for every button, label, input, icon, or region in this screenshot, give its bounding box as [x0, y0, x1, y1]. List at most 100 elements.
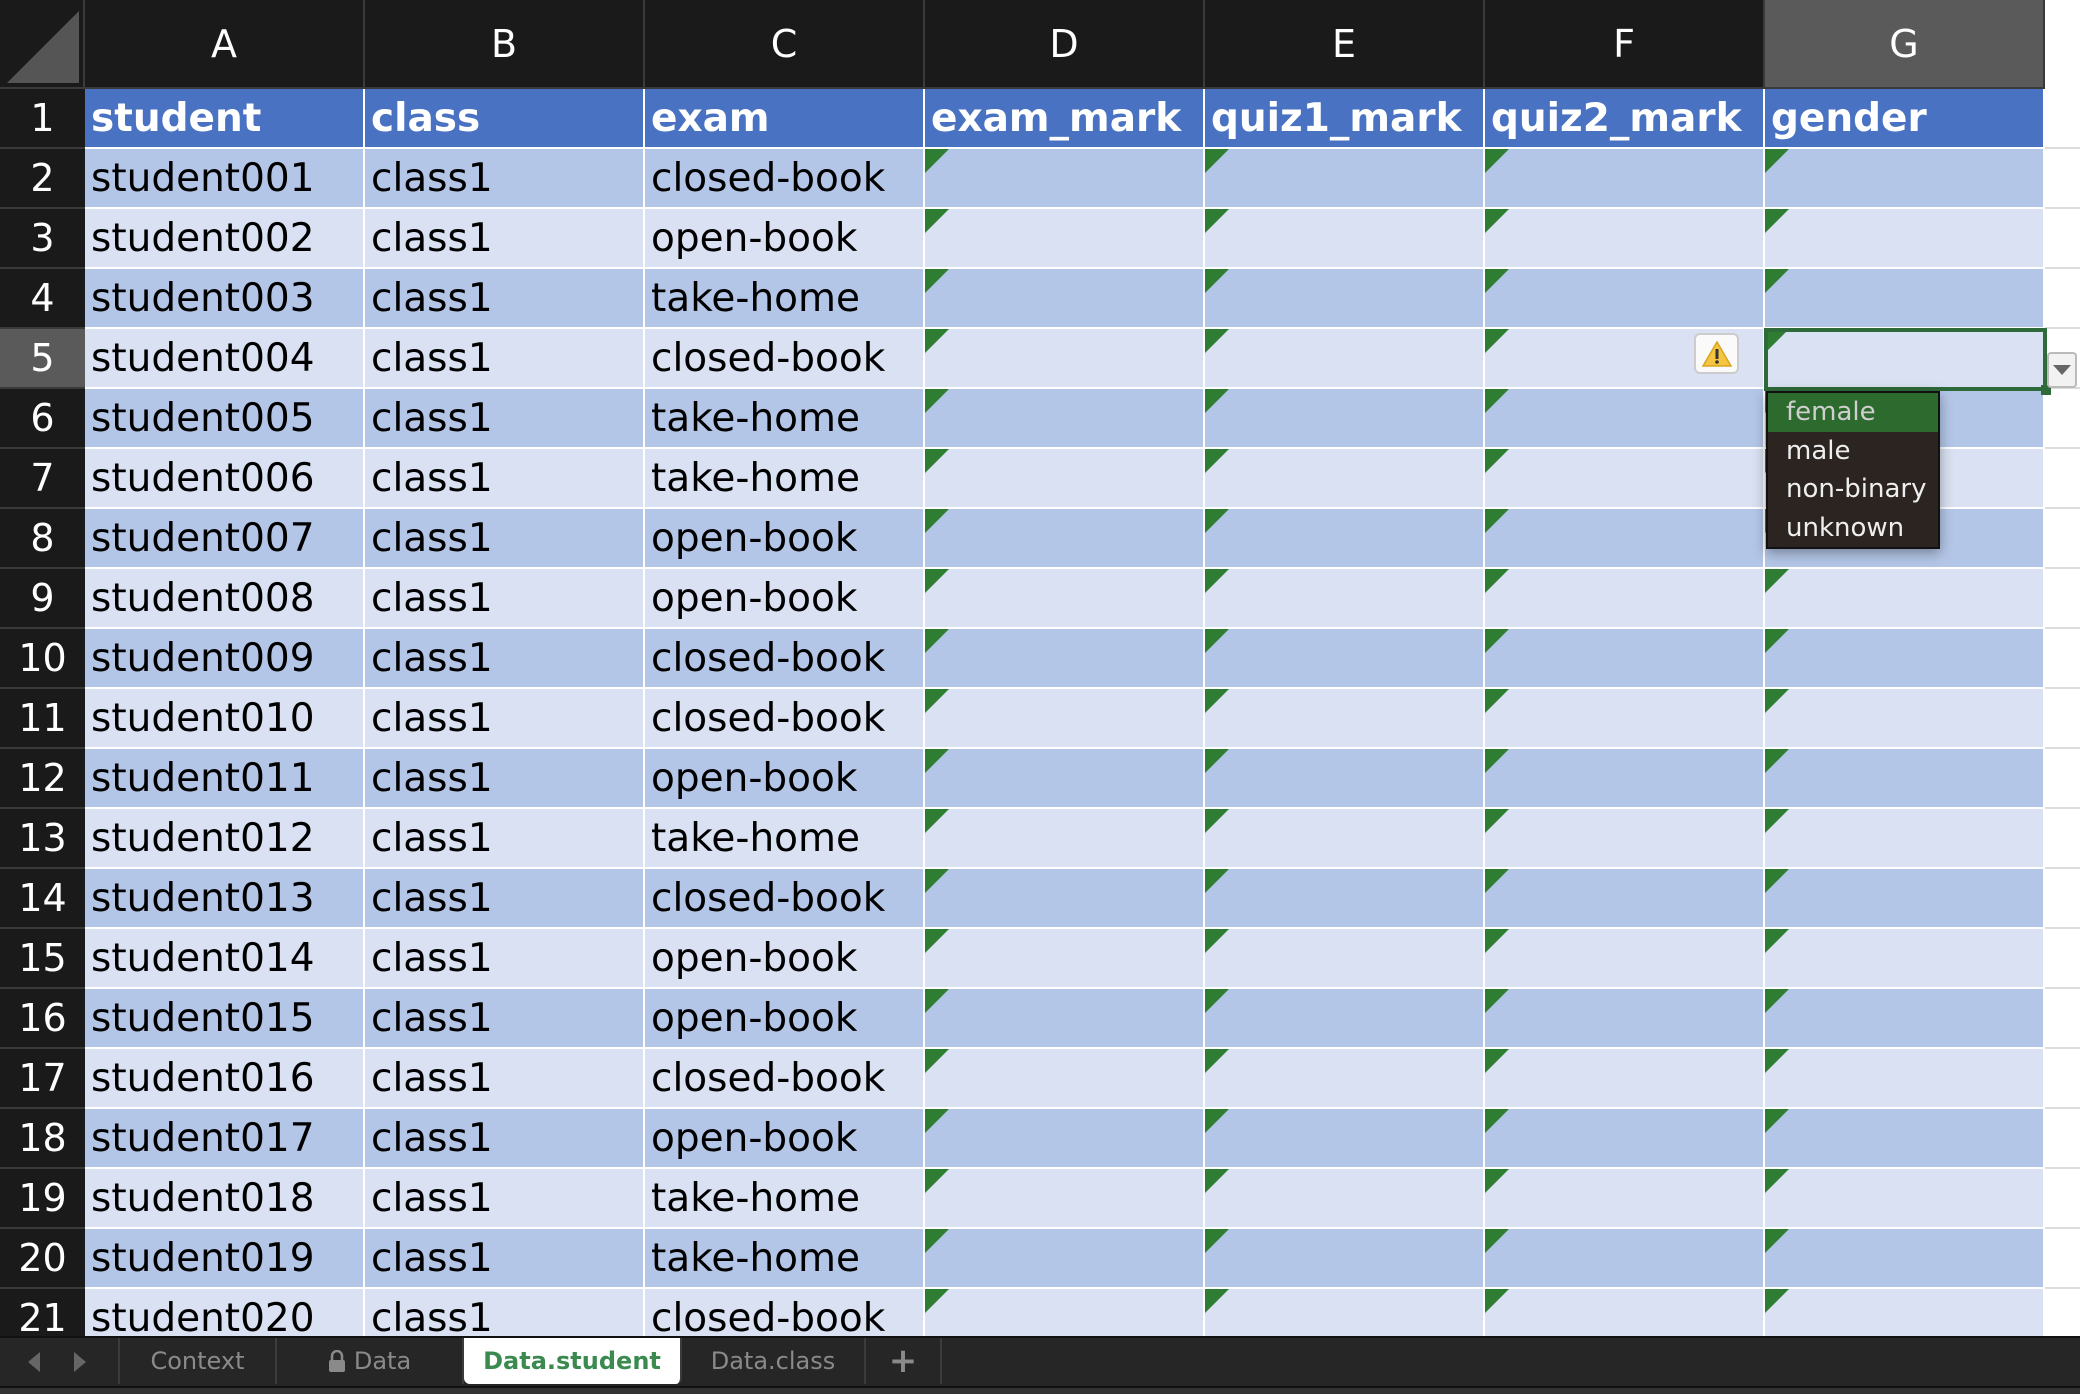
cell-G20[interactable] [1765, 1229, 2045, 1289]
cell-B17[interactable]: class1 [365, 1049, 645, 1109]
cell-A10[interactable]: student009 [85, 629, 365, 689]
cell-D13[interactable] [925, 809, 1205, 869]
header-cell-class[interactable]: class [365, 89, 645, 149]
empty-cell[interactable] [2045, 389, 2080, 449]
cell-G18[interactable] [1765, 1109, 2045, 1169]
header-cell-exam[interactable]: exam [645, 89, 925, 149]
cell-A13[interactable]: student012 [85, 809, 365, 869]
row-header-11[interactable]: 11 [0, 689, 85, 749]
cell-C4[interactable]: take-home [645, 269, 925, 329]
cell-C13[interactable]: take-home [645, 809, 925, 869]
column-header-B[interactable]: B [365, 0, 645, 89]
row-header-16[interactable]: 16 [0, 989, 85, 1049]
cell-E5[interactable] [1205, 329, 1485, 389]
row-header-15[interactable]: 15 [0, 929, 85, 989]
cell-G17[interactable] [1765, 1049, 2045, 1109]
dropdown-arrow-button[interactable] [2047, 352, 2077, 388]
cell-D12[interactable] [925, 749, 1205, 809]
cell-C3[interactable]: open-book [645, 209, 925, 269]
cell-G16[interactable] [1765, 989, 2045, 1049]
empty-cell[interactable] [2045, 149, 2080, 209]
row-header-21[interactable]: 21 [0, 1289, 85, 1336]
cell-A12[interactable]: student011 [85, 749, 365, 809]
column-header-A[interactable]: A [85, 0, 365, 89]
cell-B12[interactable]: class1 [365, 749, 645, 809]
cell-C2[interactable]: closed-book [645, 149, 925, 209]
cell-B16[interactable]: class1 [365, 989, 645, 1049]
cell-A3[interactable]: student002 [85, 209, 365, 269]
cell-B9[interactable]: class1 [365, 569, 645, 629]
cell-F6[interactable] [1485, 389, 1765, 449]
cell-G9[interactable] [1765, 569, 2045, 629]
cell-B14[interactable]: class1 [365, 869, 645, 929]
empty-cell[interactable] [2045, 1289, 2080, 1336]
empty-cell[interactable] [2045, 749, 2080, 809]
cell-E15[interactable] [1205, 929, 1485, 989]
spreadsheet-grid[interactable]: A B C D E F G 1 student class exam exam_mark quiz1_m… [0, 0, 2080, 1336]
cell-A6[interactable]: student005 [85, 389, 365, 449]
cell-C21[interactable]: closed-book [645, 1289, 925, 1336]
cell-A16[interactable]: student015 [85, 989, 365, 1049]
cell-B19[interactable]: class1 [365, 1169, 645, 1229]
cell-G14[interactable] [1765, 869, 2045, 929]
cell-E4[interactable] [1205, 269, 1485, 329]
column-header-C[interactable]: C [645, 0, 925, 89]
cell-B11[interactable]: class1 [365, 689, 645, 749]
cell-D17[interactable] [925, 1049, 1205, 1109]
cell-B8[interactable]: class1 [365, 509, 645, 569]
cell-G4[interactable] [1765, 269, 2045, 329]
cell-E9[interactable] [1205, 569, 1485, 629]
cell-A2[interactable]: student001 [85, 149, 365, 209]
cell-D2[interactable] [925, 149, 1205, 209]
cell-F20[interactable] [1485, 1229, 1765, 1289]
row-header-2[interactable]: 2 [0, 149, 85, 209]
cell-E6[interactable] [1205, 389, 1485, 449]
cell-E2[interactable] [1205, 149, 1485, 209]
empty-cell[interactable] [2045, 269, 2080, 329]
cell-F12[interactable] [1485, 749, 1765, 809]
tab-data[interactable]: Data [277, 1338, 464, 1384]
cell-F8[interactable] [1485, 509, 1765, 569]
cell-C9[interactable]: open-book [645, 569, 925, 629]
cell-A9[interactable]: student008 [85, 569, 365, 629]
cell-B13[interactable]: class1 [365, 809, 645, 869]
cell-C20[interactable]: take-home [645, 1229, 925, 1289]
dropdown-option-male[interactable]: male [1786, 435, 1851, 466]
column-header-D[interactable]: D [925, 0, 1205, 89]
cell-E8[interactable] [1205, 509, 1485, 569]
cell-E7[interactable] [1205, 449, 1485, 509]
header-cell-quiz1_mark[interactable]: quiz1_mark [1205, 89, 1485, 149]
cell-F9[interactable] [1485, 569, 1765, 629]
cell-E17[interactable] [1205, 1049, 1485, 1109]
cell-D5[interactable] [925, 329, 1205, 389]
cell-C17[interactable]: closed-book [645, 1049, 925, 1109]
cell-B2[interactable]: class1 [365, 149, 645, 209]
cell-A17[interactable]: student016 [85, 1049, 365, 1109]
cell-F3[interactable] [1485, 209, 1765, 269]
cell-A21[interactable]: student020 [85, 1289, 365, 1336]
cell-B6[interactable]: class1 [365, 389, 645, 449]
cell-E16[interactable] [1205, 989, 1485, 1049]
empty-cell[interactable] [2045, 509, 2080, 569]
header-cell-student[interactable]: student [85, 89, 365, 149]
empty-cell[interactable] [2045, 1109, 2080, 1169]
empty-cell[interactable] [2045, 809, 2080, 869]
empty-cell[interactable] [2045, 1049, 2080, 1109]
cell-B4[interactable]: class1 [365, 269, 645, 329]
cell-B10[interactable]: class1 [365, 629, 645, 689]
cell-D20[interactable] [925, 1229, 1205, 1289]
cell-C15[interactable]: open-book [645, 929, 925, 989]
header-cell-gender[interactable]: gender [1765, 89, 2045, 149]
next-sheet-arrow-icon[interactable] [74, 1352, 86, 1372]
cell-C7[interactable]: take-home [645, 449, 925, 509]
cell-D15[interactable] [925, 929, 1205, 989]
row-header-18[interactable]: 18 [0, 1109, 85, 1169]
column-header-F[interactable]: F [1485, 0, 1765, 89]
cell-C11[interactable]: closed-book [645, 689, 925, 749]
cell-G11[interactable] [1765, 689, 2045, 749]
cell-C12[interactable]: open-book [645, 749, 925, 809]
empty-cell[interactable] [2045, 989, 2080, 1049]
empty-cell[interactable] [2045, 629, 2080, 689]
cell-E13[interactable] [1205, 809, 1485, 869]
add-sheet-button[interactable]: + [866, 1338, 942, 1384]
